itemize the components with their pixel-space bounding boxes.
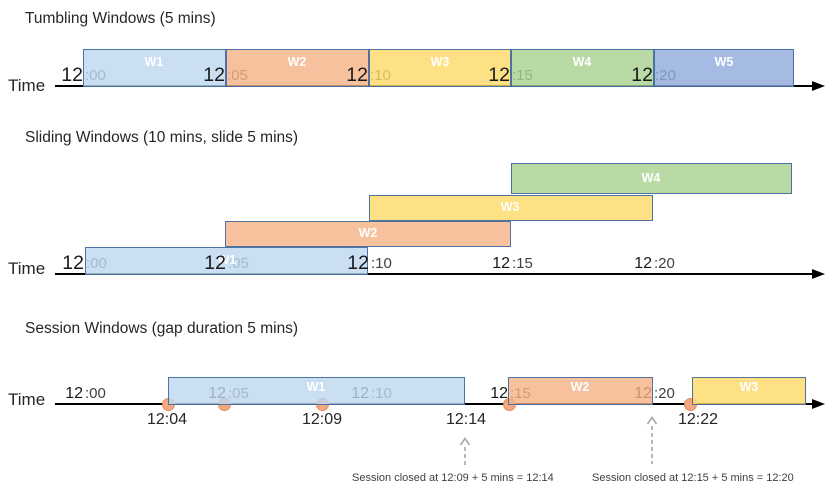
sliding-window-w2-label: W2 xyxy=(358,226,378,240)
tick-minute: :00 xyxy=(85,385,106,402)
tick-hour: 12 xyxy=(631,63,653,86)
tumbling-window-w2-label: W2 xyxy=(287,55,307,69)
tick-hour: 12 xyxy=(65,385,83,402)
sliding-axis-arrow-icon xyxy=(812,269,825,279)
sliding-time-axis xyxy=(55,273,812,275)
session-window-w2-label: W2 xyxy=(570,380,590,394)
annotation-up-arrow-icon xyxy=(646,416,658,470)
event-time-label-1209: 12:09 xyxy=(301,411,343,428)
event-time-label-1222: 12:22 xyxy=(677,411,719,428)
session-window-w3-label: W3 xyxy=(739,380,759,394)
sliding-time-axis-label: Time xyxy=(8,259,46,278)
tumbling-window-w3-label: W3 xyxy=(430,55,450,69)
tumbling-window-w1 xyxy=(83,49,226,87)
session-window-w1-label: W1 xyxy=(306,380,326,394)
session-window-w2 xyxy=(508,377,653,405)
sliding-window-w3-label: W3 xyxy=(500,200,520,214)
tick-hour: 12 xyxy=(203,63,225,86)
session-window-w1 xyxy=(168,377,465,405)
tumbling-window-w4 xyxy=(511,49,654,87)
event-time-label-1214: 12:14 xyxy=(445,411,487,428)
annotation-up-arrow-icon xyxy=(459,437,471,474)
session-closed-annotation-1: Session closed at 12:09 + 5 mins = 12:14 xyxy=(352,472,554,484)
sliding-window-w1 xyxy=(85,247,368,275)
tumbling-window-w2 xyxy=(226,49,369,87)
tumbling-axis-arrow-icon xyxy=(812,81,825,91)
tick-hour: 12 xyxy=(492,255,510,272)
session-axis-arrow-icon xyxy=(812,399,825,409)
sliding-window-w1-label: W1 xyxy=(217,253,237,267)
tumbling-time-axis-label: Time xyxy=(8,76,46,95)
tick-hour: 12 xyxy=(346,63,368,86)
tick-hour: 12 xyxy=(490,385,508,402)
tumbling-window-w1-label: W1 xyxy=(144,55,164,69)
event-time-label-1204: 12:04 xyxy=(146,411,188,428)
session-time-axis-label: Time xyxy=(8,390,46,409)
tick-hour: 12 xyxy=(634,255,652,272)
tick-minute: :10 xyxy=(371,255,392,272)
sliding-section-title: Sliding Windows (10 mins, slide 5 mins) xyxy=(25,129,299,146)
session-section-title: Session Windows (gap duration 5 mins) xyxy=(25,320,299,337)
sliding-window-w4-label: W4 xyxy=(641,171,661,185)
tumbling-window-w5-label: W5 xyxy=(714,55,734,69)
tick-minute: :15 xyxy=(512,255,533,272)
tick-hour: 12 xyxy=(204,251,226,274)
tick-hour: 12 xyxy=(347,251,369,274)
session-closed-annotation-2: Session closed at 12:15 + 5 mins = 12:20 xyxy=(592,472,794,484)
tick-hour: 12 xyxy=(61,63,83,86)
sliding-window-w4 xyxy=(511,163,792,194)
tick-hour: 12 xyxy=(488,63,510,86)
sliding-window-w3 xyxy=(369,195,653,221)
tick-hour: 12 xyxy=(62,251,84,274)
tick-minute: :20 xyxy=(654,255,675,272)
tumbling-window-w4-label: W4 xyxy=(572,55,592,69)
tick-minute: :20 xyxy=(654,385,675,402)
sliding-window-w2 xyxy=(225,221,511,247)
tumbling-section-title: Tumbling Windows (5 mins) xyxy=(25,10,216,27)
session-window-w3 xyxy=(692,377,806,405)
tumbling-window-w5 xyxy=(654,49,794,87)
tumbling-window-w3 xyxy=(369,49,511,87)
